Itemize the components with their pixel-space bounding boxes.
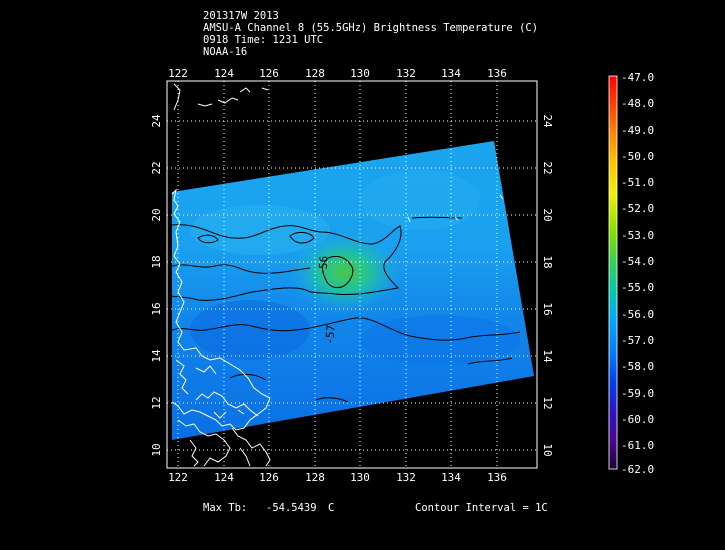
max-tb-value: -54.5439 [266,502,317,514]
lat-label-right: 16 [541,302,554,315]
lon-label-top: 136 [487,67,507,80]
observation-time: 0918 Time: 1231 UTC [203,34,324,46]
colorbar-label: -47.0 [621,71,654,84]
lat-label-left: 12 [150,396,163,409]
max-tb-unit: C [328,502,335,514]
lat-label-right: 18 [541,255,554,268]
colorbar-label: -50.0 [621,150,654,163]
satellite-name: NOAA-16 [203,46,248,58]
lat-label-left: 22 [150,161,163,174]
colorbar-label: -59.0 [621,387,654,400]
lat-labels-right: 10 12 14 16 18 20 22 24 [541,114,554,456]
colorbar-label: -49.0 [621,124,654,137]
colorbar-labels: -47.0 -48.0 -49.0 -50.0 -51.0 -52.0 -53.… [621,71,654,476]
lat-label-left: 18 [150,255,163,268]
colorbar-label: -61.0 [621,439,654,452]
colorbar-label: -56.0 [621,308,654,321]
lon-label-top: 132 [396,67,416,80]
lon-labels-top: 122 124 126 128 130 132 134 136 [168,67,507,80]
lat-label-left: 20 [150,208,163,221]
lon-label-top: 128 [305,67,325,80]
lat-label-left: 14 [150,349,163,363]
storm-id: 201317W 2013 [203,10,279,22]
lon-label-bottom: 130 [350,471,370,484]
lat-label-right: 10 [541,443,554,456]
colorbar-label: -62.0 [621,463,654,476]
lon-label-bottom: 132 [396,471,416,484]
colorbar-label: -55.0 [621,281,654,294]
brightness-swath [172,141,534,440]
contour-label-56: -56 [316,255,331,276]
lat-label-right: 24 [541,114,554,128]
colorbar-label: -58.0 [621,360,654,373]
lon-label-top: 122 [168,67,188,80]
colorbar-label: -52.0 [621,202,654,215]
colorbar-label: -53.0 [621,229,654,242]
lon-label-bottom: 136 [487,471,507,484]
product-title: AMSU-A Channel 8 (55.5GHz) Brightness Te… [203,22,539,34]
lat-label-right: 14 [541,349,554,363]
colorbar-label: -57.0 [621,334,654,347]
lon-label-bottom: 122 [168,471,188,484]
lat-label-left: 10 [150,443,163,456]
max-tb-label: Max Tb: [203,502,248,514]
colorbar-label: -54.0 [621,255,654,268]
lon-label-bottom: 128 [305,471,325,484]
lat-label-left: 24 [150,114,163,128]
lon-label-bottom: 126 [259,471,279,484]
lon-label-top: 124 [214,67,234,80]
lat-label-right: 12 [541,396,554,409]
lon-label-top: 126 [259,67,279,80]
lat-labels-left: 10 12 14 16 18 20 22 24 [150,114,163,457]
lat-label-left: 16 [150,302,163,315]
colorbar [608,75,618,470]
header-text: 201317W 2013 AMSU-A Channel 8 (55.5GHz) B… [203,10,538,58]
lon-label-top: 130 [350,67,370,80]
contour-label-57: -57 [323,324,338,345]
lon-label-bottom: 134 [441,471,461,484]
graticule [167,81,537,468]
lat-label-right: 20 [541,208,554,221]
lat-label-right: 22 [541,161,554,174]
lon-labels-bottom: 122 124 126 128 130 132 134 136 [168,471,507,484]
temperature-contours [171,216,521,403]
colorbar-label: -48.0 [621,97,654,110]
contour-interval: Contour Interval = 1C [415,502,548,514]
colorbar-label: -60.0 [621,413,654,426]
lon-label-bottom: 124 [214,471,234,484]
colorbar-label: -51.0 [621,176,654,189]
lon-label-top: 134 [441,67,461,80]
map-frame [166,80,538,469]
